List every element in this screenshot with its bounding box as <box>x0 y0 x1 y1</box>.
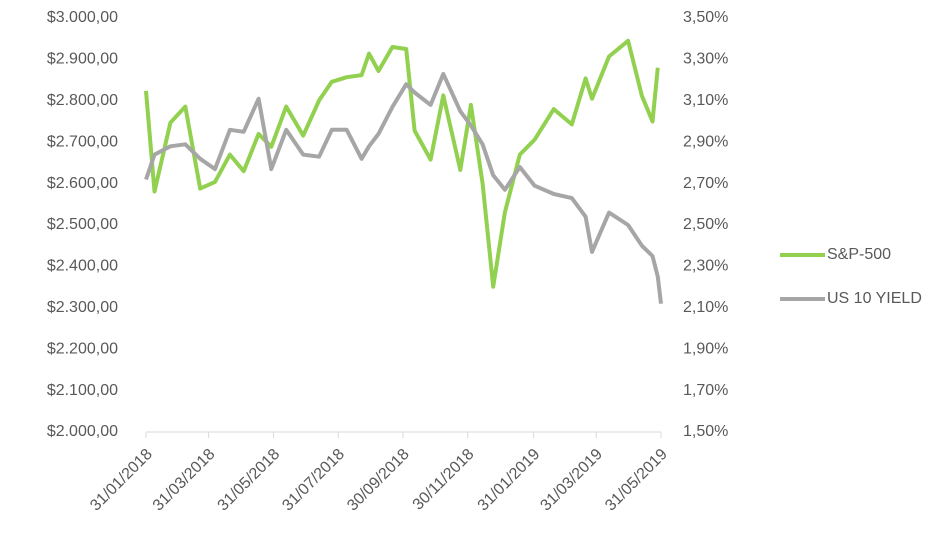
y2-tick-label: 1,90% <box>683 340 728 357</box>
x-tick-label: 31/03/2019 <box>537 446 606 515</box>
y-tick-label: $2.000,00 <box>47 423 118 440</box>
series-line <box>144 38 660 289</box>
y-tick-label: $2.700,00 <box>47 133 118 150</box>
y2-tick-label: 2,30% <box>683 258 728 275</box>
y-tick-label: $2.600,00 <box>47 175 118 192</box>
legend-label: S&P-500 <box>827 246 891 263</box>
x-tick-label: 31/01/2019 <box>475 446 544 515</box>
x-tick-label: 31/07/2018 <box>279 446 348 515</box>
y2-tick-label: 2,10% <box>683 299 728 316</box>
y2-tick-label: 2,70% <box>683 175 728 192</box>
y-tick-label: $2.100,00 <box>47 382 118 399</box>
x-tick-label: 30/11/2018 <box>410 446 478 514</box>
x-tick-label: 31/05/2018 <box>215 446 284 515</box>
y2-tick-label: 1,70% <box>683 382 728 399</box>
y2-tick-label: 2,90% <box>683 133 728 150</box>
y-tick-label: $2.400,00 <box>47 258 118 275</box>
y2-tick-label: 3,50% <box>683 9 728 26</box>
x-tick-label: 31/05/2019 <box>602 446 671 515</box>
x-tick-label: 31/03/2018 <box>150 446 219 515</box>
y-tick-label: $2.500,00 <box>47 216 118 233</box>
x-tick-label: 30/09/2018 <box>344 446 413 515</box>
x-tick-label: 31/01/2018 <box>87 446 156 515</box>
y2-tick-label: 3,10% <box>683 92 728 109</box>
y-tick-label: $2.800,00 <box>47 92 118 109</box>
y-tick-label: $2.300,00 <box>47 299 118 316</box>
y2-tick-label: 1,50% <box>683 423 728 440</box>
series-line <box>144 71 663 304</box>
y-tick-label: $3.000,00 <box>47 9 118 26</box>
y2-tick-label: 3,30% <box>683 51 728 68</box>
legend-label: US 10 YIELD <box>827 290 922 307</box>
y-tick-label: $2.900,00 <box>47 51 118 68</box>
y2-tick-label: 2,50% <box>683 216 728 233</box>
y-tick-label: $2.200,00 <box>47 340 118 357</box>
